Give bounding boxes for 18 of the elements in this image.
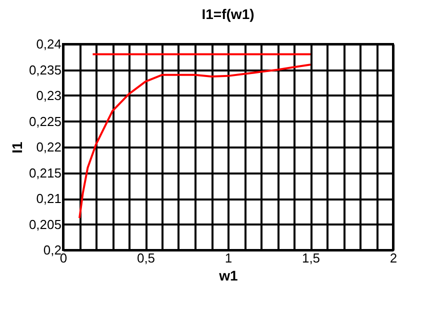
y-tick-label: 0,22	[36, 140, 62, 154]
x-tick-label: 0	[60, 250, 68, 266]
y-tick-label: 0,235	[28, 62, 62, 78]
x-tick-label: 0,5	[136, 250, 156, 266]
x-tick-label: 1	[224, 250, 232, 266]
y-tick-label: 0,2	[43, 242, 62, 258]
y-tick-label: 0,24	[36, 36, 62, 52]
line-series	[78, 64, 312, 220]
y-tick-label: 0,21	[36, 191, 62, 206]
y-tick-label: 0,205	[28, 216, 62, 232]
y-tick-label: 0,215	[28, 165, 62, 180]
x-tick-label: 2	[390, 250, 398, 266]
x-tick-label: 1,5	[302, 250, 320, 266]
y-axis-title: I1	[8, 141, 25, 154]
y-tick-label: 0,225	[28, 114, 62, 129]
y-tick-label: 0,23	[36, 88, 62, 103]
chart-title: I1=f(w1)	[202, 6, 254, 22]
x-axis-title: w1	[218, 268, 238, 284]
